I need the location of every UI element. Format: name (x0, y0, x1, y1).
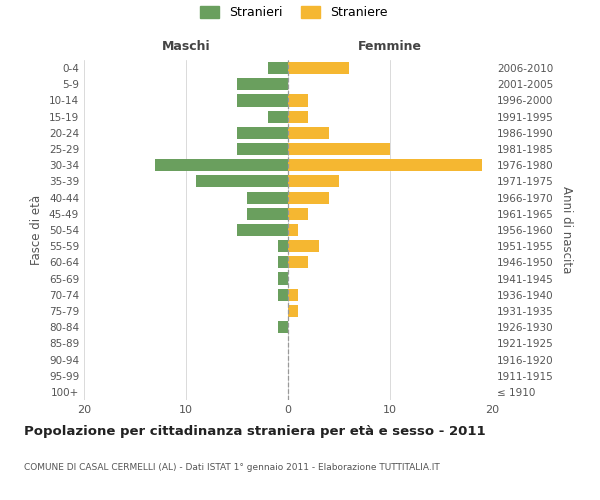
Y-axis label: Anni di nascita: Anni di nascita (560, 186, 573, 274)
Bar (155, 159, 288, 172)
Bar (288, 305, 298, 317)
Bar (268, 110, 288, 122)
Bar (288, 256, 308, 268)
Bar (237, 78, 288, 90)
Bar (288, 288, 298, 301)
Bar (278, 240, 288, 252)
Bar (288, 208, 308, 220)
Bar (288, 224, 298, 236)
Text: Maschi: Maschi (161, 40, 211, 52)
Bar (196, 176, 288, 188)
Bar (288, 159, 482, 172)
Bar (278, 256, 288, 268)
Bar (237, 143, 288, 155)
Legend: Stranieri, Straniere: Stranieri, Straniere (200, 6, 388, 19)
Bar (288, 240, 319, 252)
Bar (288, 143, 390, 155)
Bar (278, 288, 288, 301)
Bar (237, 224, 288, 236)
Bar (288, 176, 339, 188)
Bar (288, 110, 308, 122)
Text: COMUNE DI CASAL CERMELLI (AL) - Dati ISTAT 1° gennaio 2011 - Elaborazione TUTTIT: COMUNE DI CASAL CERMELLI (AL) - Dati IST… (24, 463, 440, 472)
Text: Femmine: Femmine (358, 40, 422, 52)
Bar (288, 94, 308, 106)
Bar (278, 321, 288, 333)
Text: Popolazione per cittadinanza straniera per età e sesso - 2011: Popolazione per cittadinanza straniera p… (24, 425, 485, 438)
Bar (278, 272, 288, 284)
Bar (237, 127, 288, 139)
Y-axis label: Fasce di età: Fasce di età (31, 195, 43, 265)
Bar (288, 192, 329, 203)
Bar (247, 208, 288, 220)
Bar (288, 127, 329, 139)
Bar (237, 94, 288, 106)
Bar (268, 62, 288, 74)
Bar (288, 62, 349, 74)
Bar (247, 192, 288, 203)
